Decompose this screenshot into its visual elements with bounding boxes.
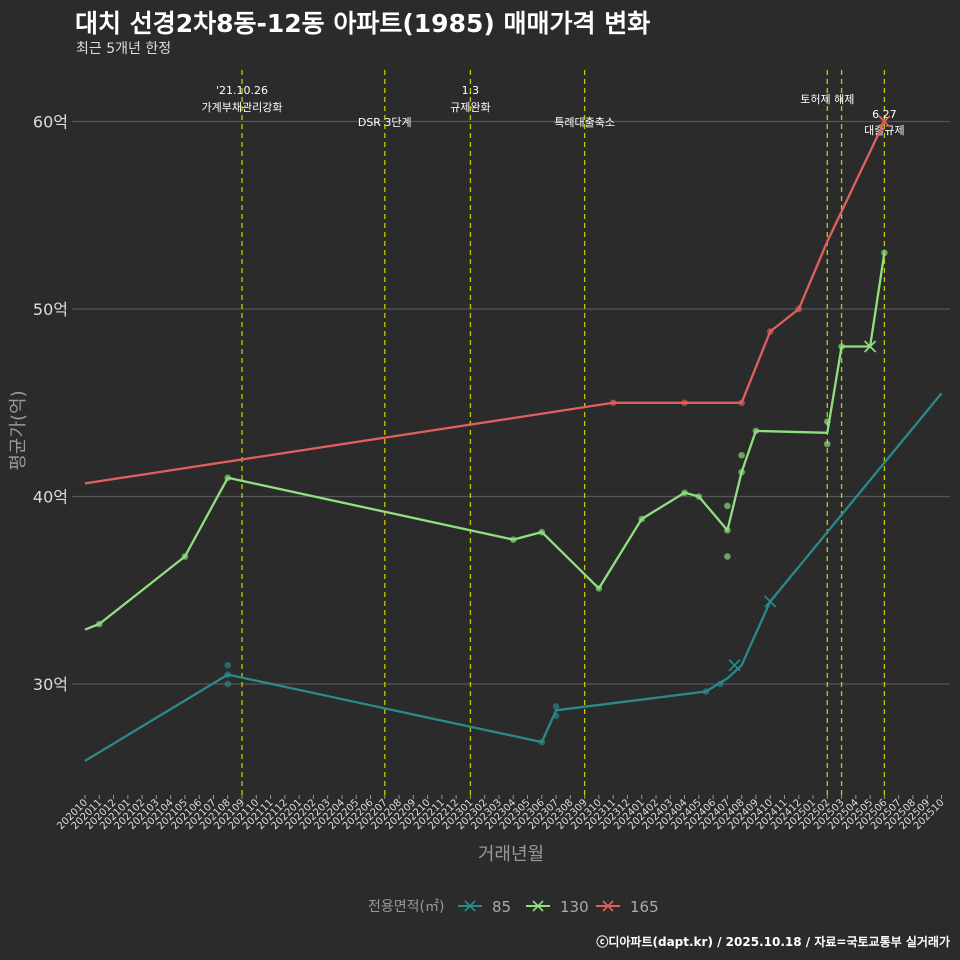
series-130-point bbox=[695, 493, 703, 500]
y-tick-label: 60억 bbox=[33, 113, 68, 132]
y-tick-label: 30억 bbox=[33, 675, 68, 694]
series-165-line bbox=[84, 121, 886, 485]
event-label: 대출규제 bbox=[864, 124, 904, 137]
series-85-cross-marker bbox=[764, 595, 777, 608]
series-130-point bbox=[509, 536, 517, 543]
event-label: 토허제 해제 bbox=[800, 92, 854, 106]
legend-swatch-cross bbox=[464, 900, 476, 912]
series-85-line bbox=[84, 392, 943, 762]
series-130-point bbox=[724, 502, 731, 510]
series-85-cross-marker bbox=[728, 659, 741, 672]
series-165-point bbox=[738, 399, 745, 407]
series-130-point bbox=[738, 468, 745, 476]
series-85-point bbox=[224, 661, 232, 669]
legend-swatch-cross bbox=[532, 900, 544, 912]
event-label: 규제완화 bbox=[450, 101, 490, 114]
y-tick-label: 40억 bbox=[33, 488, 68, 507]
series-130-point bbox=[224, 474, 232, 482]
series-165-cross-marker bbox=[878, 115, 891, 128]
series-85-point bbox=[552, 712, 560, 720]
event-label: 가계부채관리강화 bbox=[202, 101, 283, 114]
series-165-point bbox=[795, 305, 803, 313]
series-165-point bbox=[609, 399, 617, 407]
series-130-point bbox=[881, 249, 888, 257]
series-130-point bbox=[538, 528, 546, 536]
series-85-point bbox=[702, 688, 710, 695]
series-130-point bbox=[724, 553, 731, 560]
event-label: '21.10.26 bbox=[216, 84, 268, 97]
series-130-point bbox=[738, 451, 745, 459]
series-130-point bbox=[752, 427, 760, 435]
series-130-point bbox=[638, 515, 646, 523]
source-credit: ⓒ디아파트(dapt.kr) / 2025.10.18 / 자료=국토교통부 실… bbox=[596, 935, 950, 949]
series-130-point bbox=[181, 553, 189, 560]
event-label: 특례대출축소 bbox=[554, 116, 615, 129]
chart-title: 대치 선경2차8동-12동 아파트(1985) 매매가격 변화 bbox=[75, 9, 651, 38]
series-130-cross-marker bbox=[864, 340, 877, 353]
legend-label: 85 bbox=[492, 898, 511, 916]
series-165-point bbox=[681, 399, 688, 407]
y-axis-title: 평균가(억) bbox=[8, 390, 29, 470]
series-85-point bbox=[552, 703, 560, 710]
series-130-point bbox=[824, 440, 831, 448]
legend-label: 165 bbox=[630, 898, 659, 916]
series-165-point bbox=[766, 328, 774, 335]
y-tick-label: 50억 bbox=[33, 300, 68, 319]
series-85-point bbox=[538, 738, 546, 746]
series-130-point bbox=[95, 620, 103, 628]
series-85-point bbox=[224, 680, 232, 688]
series-85-point bbox=[716, 680, 724, 688]
chart-subtitle: 최근 5개년 한정 bbox=[76, 41, 172, 57]
event-label: 1.3 bbox=[462, 84, 480, 97]
event-label: 6.27 bbox=[872, 108, 897, 121]
event-label: DSR 3단계 bbox=[358, 116, 412, 129]
x-axis-title: 거래년월 bbox=[478, 844, 544, 865]
legend-swatch-cross bbox=[602, 900, 614, 912]
series-130-point bbox=[724, 526, 731, 534]
series-85-point bbox=[224, 671, 232, 678]
series-130-point bbox=[838, 343, 845, 350]
series-130-point bbox=[681, 489, 688, 497]
series-130-point bbox=[595, 585, 603, 592]
series-130-point bbox=[824, 418, 831, 425]
legend-title: 전용면적(㎡) bbox=[368, 899, 444, 915]
legend-label: 130 bbox=[560, 898, 589, 916]
